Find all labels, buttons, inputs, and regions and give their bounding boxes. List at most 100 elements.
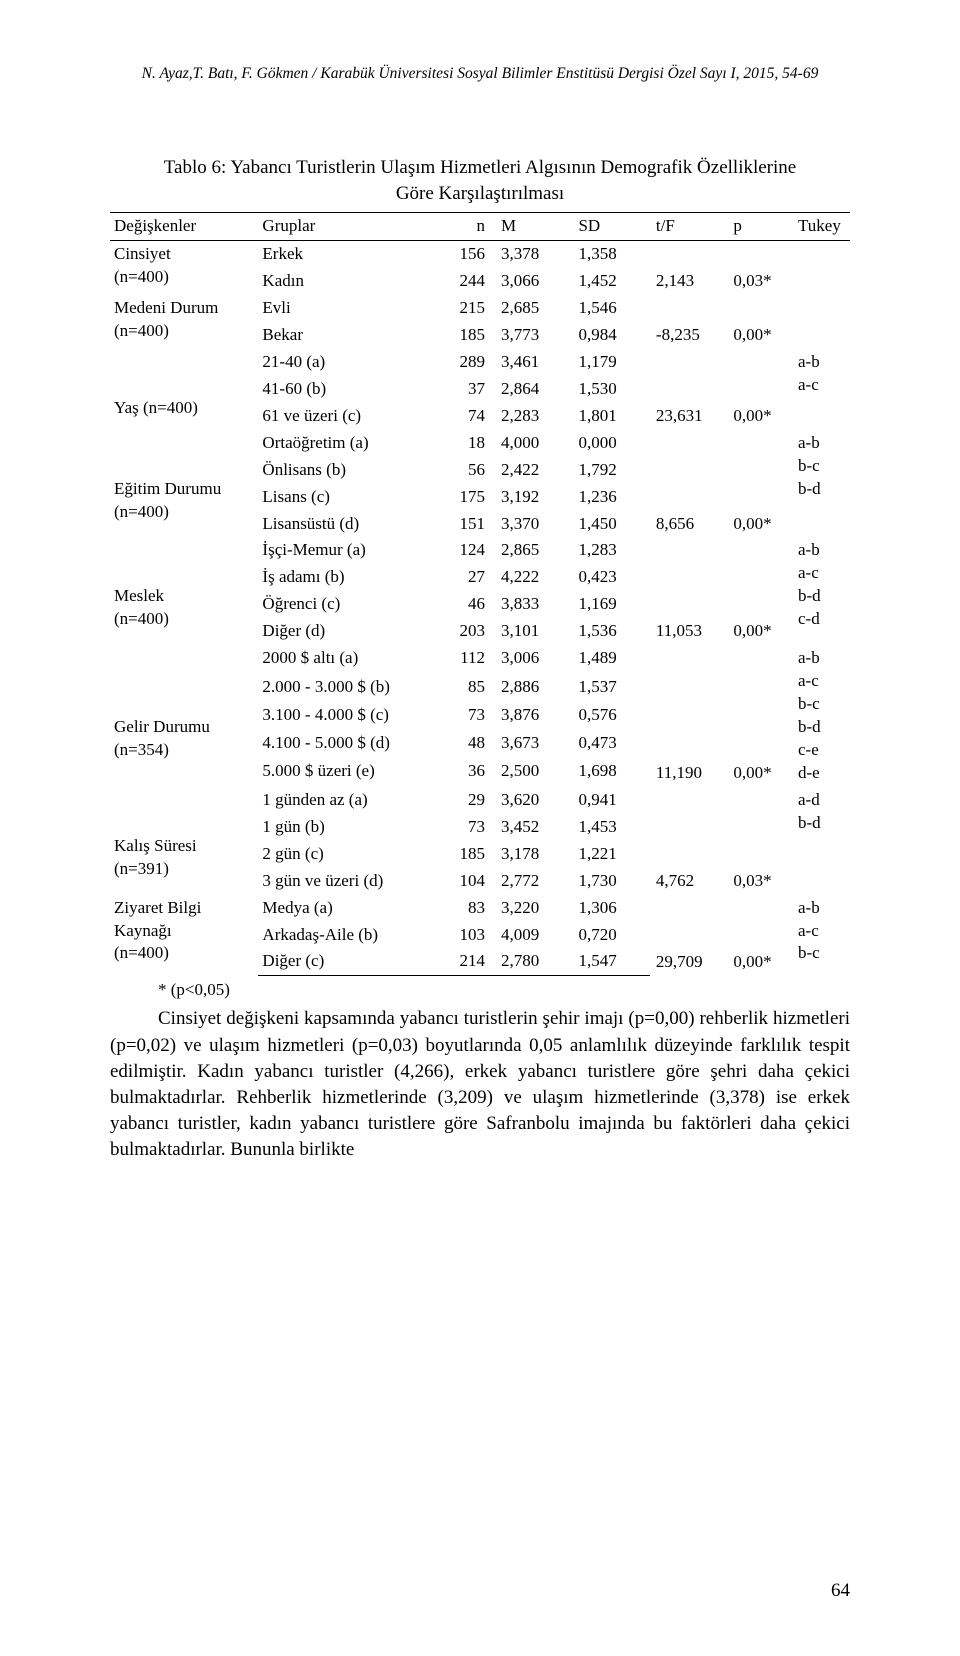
sd-cell: 1,801 xyxy=(572,403,649,430)
n-cell: 85 xyxy=(439,674,495,702)
table-row: Kalış Süresi(n=391)1 günden az (a)293,62… xyxy=(110,787,850,814)
group-cell: 3.100 - 4.000 $ (c) xyxy=(258,702,439,730)
n-cell: 185 xyxy=(439,322,495,349)
n-cell: 27 xyxy=(439,564,495,591)
m-cell: 4,009 xyxy=(495,922,572,949)
sd-cell: 1,358 xyxy=(572,241,649,268)
table-title-line-2: Göre Karşılaştırılması xyxy=(396,183,564,204)
var-label-cell: Meslek(n=400) xyxy=(110,537,258,645)
p-cell: 0,00* xyxy=(727,349,794,430)
m-cell: 3,461 xyxy=(495,349,572,376)
var-label-cell: Gelir Durumu(n=354) xyxy=(110,645,258,787)
p-cell: 0,00* xyxy=(727,430,794,538)
n-cell: 73 xyxy=(439,702,495,730)
group-cell: 5.000 $ üzeri (e) xyxy=(258,758,439,786)
n-cell: 46 xyxy=(439,591,495,618)
group-cell: İş adamı (b) xyxy=(258,564,439,591)
group-cell: 61 ve üzeri (c) xyxy=(258,403,439,430)
n-cell: 156 xyxy=(439,241,495,268)
m-cell: 4,222 xyxy=(495,564,572,591)
table-header-row: Değişkenler Gruplar n M SD t/F p Tukey xyxy=(110,213,850,241)
p-cell: 0,00* xyxy=(727,895,794,976)
sd-cell: 1,537 xyxy=(572,674,649,702)
m-cell: 3,452 xyxy=(495,814,572,841)
n-cell: 112 xyxy=(439,645,495,673)
group-cell: Arkadaş-Aile (b) xyxy=(258,922,439,949)
m-cell: 3,876 xyxy=(495,702,572,730)
col-var: Değişkenler xyxy=(110,213,258,241)
n-cell: 48 xyxy=(439,730,495,758)
m-cell: 4,000 xyxy=(495,430,572,457)
tukey-cell: a-bb-cb-d xyxy=(794,430,850,538)
group-cell: Medya (a) xyxy=(258,895,439,922)
group-cell: Evli xyxy=(258,295,439,322)
tukey-cell: a-ba-cb-dc-d xyxy=(794,537,850,645)
m-cell: 3,378 xyxy=(495,241,572,268)
table-row: Medeni Durum(n=400)Evli2152,6851,546-8,2… xyxy=(110,295,850,322)
var-label-cell: Medeni Durum(n=400) xyxy=(110,295,258,349)
n-cell: 244 xyxy=(439,268,495,295)
sd-cell: 1,547 xyxy=(572,948,649,975)
col-m: M xyxy=(495,213,572,241)
p-cell: 0,00* xyxy=(727,537,794,645)
m-cell: 2,864 xyxy=(495,376,572,403)
group-cell: Kadın xyxy=(258,268,439,295)
tukey-cell xyxy=(794,295,850,349)
body-paragraph: Cinsiyet değişkeni kapsamında yabancı tu… xyxy=(110,1006,850,1163)
m-cell: 2,283 xyxy=(495,403,572,430)
m-cell: 3,066 xyxy=(495,268,572,295)
sd-cell: 1,698 xyxy=(572,758,649,786)
m-cell: 3,006 xyxy=(495,645,572,673)
col-sd: SD xyxy=(572,213,649,241)
n-cell: 215 xyxy=(439,295,495,322)
table-body: Cinsiyet(n=400)Erkek1563,3781,3582,1430,… xyxy=(110,241,850,976)
p-cell: 0,03* xyxy=(727,787,794,895)
m-cell: 3,773 xyxy=(495,322,572,349)
tukey-cell: a-ba-cb-c xyxy=(794,895,850,976)
m-cell: 3,833 xyxy=(495,591,572,618)
group-cell: Lisans (c) xyxy=(258,484,439,511)
page-number: 64 xyxy=(831,1580,850,1602)
sd-cell: 0,941 xyxy=(572,787,649,814)
tukey-cell: a-db-d xyxy=(794,787,850,895)
m-cell: 2,780 xyxy=(495,948,572,975)
group-cell: 2000 $ altı (a) xyxy=(258,645,439,673)
n-cell: 73 xyxy=(439,814,495,841)
table-title-line-1: Tablo 6: Yabancı Turistlerin Ulaşım Hizm… xyxy=(164,157,796,178)
m-cell: 3,370 xyxy=(495,511,572,538)
tf-cell: 11,053 xyxy=(650,537,727,645)
tf-cell: -8,235 xyxy=(650,295,727,349)
n-cell: 37 xyxy=(439,376,495,403)
sd-cell: 0,473 xyxy=(572,730,649,758)
n-cell: 289 xyxy=(439,349,495,376)
n-cell: 214 xyxy=(439,948,495,975)
p-cell: 0,00* xyxy=(727,645,794,787)
anova-table: Değişkenler Gruplar n M SD t/F p Tukey C… xyxy=(110,212,850,976)
n-cell: 83 xyxy=(439,895,495,922)
m-cell: 2,500 xyxy=(495,758,572,786)
var-label-cell: Yaş (n=400) xyxy=(110,349,258,430)
page-container: N. Ayaz,T. Batı, F. Gökmen / Karabük Üni… xyxy=(0,0,960,1656)
sd-cell: 0,576 xyxy=(572,702,649,730)
m-cell: 2,685 xyxy=(495,295,572,322)
var-label-cell: Cinsiyet(n=400) xyxy=(110,241,258,295)
n-cell: 103 xyxy=(439,922,495,949)
table-row: Meslek(n=400)İşçi-Memur (a)1242,8651,283… xyxy=(110,537,850,564)
tf-cell: 8,656 xyxy=(650,430,727,538)
group-cell: 1 günden az (a) xyxy=(258,787,439,814)
n-cell: 29 xyxy=(439,787,495,814)
var-label-cell: Eğitim Durumu(n=400) xyxy=(110,430,258,538)
sd-cell: 0,000 xyxy=(572,430,649,457)
sd-cell: 1,179 xyxy=(572,349,649,376)
sd-cell: 1,236 xyxy=(572,484,649,511)
sd-cell: 1,452 xyxy=(572,268,649,295)
sd-cell: 0,423 xyxy=(572,564,649,591)
group-cell: 3 gün ve üzeri (d) xyxy=(258,868,439,895)
m-cell: 3,620 xyxy=(495,787,572,814)
m-cell: 2,422 xyxy=(495,457,572,484)
table-row: Yaş (n=400)21-40 (a)2893,4611,17923,6310… xyxy=(110,349,850,376)
tf-cell: 2,143 xyxy=(650,241,727,295)
sd-cell: 1,306 xyxy=(572,895,649,922)
sd-cell: 1,489 xyxy=(572,645,649,673)
tukey-cell xyxy=(794,241,850,295)
